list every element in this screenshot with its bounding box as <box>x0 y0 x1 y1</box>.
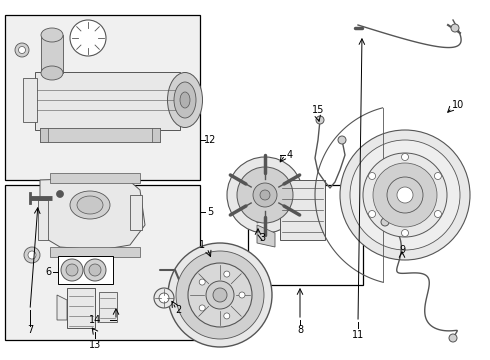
Circle shape <box>61 259 83 281</box>
Bar <box>40 128 48 142</box>
Ellipse shape <box>180 92 190 108</box>
Bar <box>50 173 140 183</box>
Circle shape <box>338 136 346 144</box>
Bar <box>40 128 160 142</box>
Ellipse shape <box>70 191 110 219</box>
Circle shape <box>28 251 36 259</box>
Polygon shape <box>40 177 145 250</box>
Bar <box>35 72 180 130</box>
Circle shape <box>363 153 447 237</box>
Text: 5: 5 <box>207 207 213 217</box>
Bar <box>5 15 200 180</box>
Circle shape <box>340 130 470 260</box>
Text: 4: 4 <box>287 150 293 160</box>
Circle shape <box>168 243 272 347</box>
Circle shape <box>237 167 293 223</box>
Circle shape <box>15 43 29 57</box>
Circle shape <box>188 263 252 327</box>
Circle shape <box>199 279 205 285</box>
Circle shape <box>239 292 245 298</box>
Text: 11: 11 <box>352 330 364 340</box>
Circle shape <box>381 218 389 226</box>
Circle shape <box>451 24 459 32</box>
Circle shape <box>224 271 230 277</box>
Circle shape <box>213 288 227 302</box>
Circle shape <box>350 140 460 250</box>
Circle shape <box>401 230 409 237</box>
Circle shape <box>66 264 78 276</box>
Text: 3: 3 <box>259 233 265 243</box>
Polygon shape <box>280 180 325 240</box>
Text: 10: 10 <box>452 100 464 110</box>
Circle shape <box>206 281 234 309</box>
Circle shape <box>19 46 25 54</box>
Text: 6: 6 <box>45 267 51 277</box>
Circle shape <box>176 251 264 339</box>
Text: 12: 12 <box>204 135 216 145</box>
Circle shape <box>24 247 40 263</box>
Text: 14: 14 <box>89 315 101 325</box>
Ellipse shape <box>41 28 63 42</box>
Circle shape <box>89 264 101 276</box>
Ellipse shape <box>174 82 196 118</box>
Circle shape <box>56 190 64 198</box>
Circle shape <box>368 172 376 180</box>
Circle shape <box>387 177 423 213</box>
Circle shape <box>260 190 270 200</box>
Bar <box>248 185 363 285</box>
Text: 13: 13 <box>89 340 101 350</box>
Bar <box>58 256 113 284</box>
Bar <box>38 200 48 240</box>
Bar <box>23 78 37 122</box>
Circle shape <box>84 259 106 281</box>
Bar <box>5 185 200 340</box>
Text: 8: 8 <box>297 325 303 335</box>
Circle shape <box>397 187 413 203</box>
Bar <box>41 35 63 73</box>
Circle shape <box>401 153 409 161</box>
Ellipse shape <box>77 196 103 214</box>
Circle shape <box>316 116 324 124</box>
Polygon shape <box>257 187 275 223</box>
Circle shape <box>227 157 303 233</box>
Circle shape <box>159 293 169 303</box>
Polygon shape <box>57 295 67 320</box>
Ellipse shape <box>41 66 63 80</box>
Circle shape <box>435 172 441 180</box>
Circle shape <box>435 211 441 217</box>
Circle shape <box>224 313 230 319</box>
Bar <box>67 288 95 328</box>
Circle shape <box>70 20 106 56</box>
Polygon shape <box>257 225 275 247</box>
Text: 1: 1 <box>199 240 205 250</box>
Circle shape <box>199 305 205 311</box>
Bar <box>50 247 140 257</box>
Text: 2: 2 <box>175 305 181 315</box>
Circle shape <box>373 163 437 227</box>
Circle shape <box>449 334 457 342</box>
Circle shape <box>154 288 174 308</box>
Text: 7: 7 <box>27 325 33 335</box>
Bar <box>152 128 160 142</box>
Bar <box>130 195 142 230</box>
Text: 9: 9 <box>399 245 405 255</box>
Bar <box>99 292 117 322</box>
Text: 15: 15 <box>312 105 324 115</box>
Ellipse shape <box>168 72 202 127</box>
Circle shape <box>253 183 277 207</box>
Circle shape <box>368 211 376 217</box>
